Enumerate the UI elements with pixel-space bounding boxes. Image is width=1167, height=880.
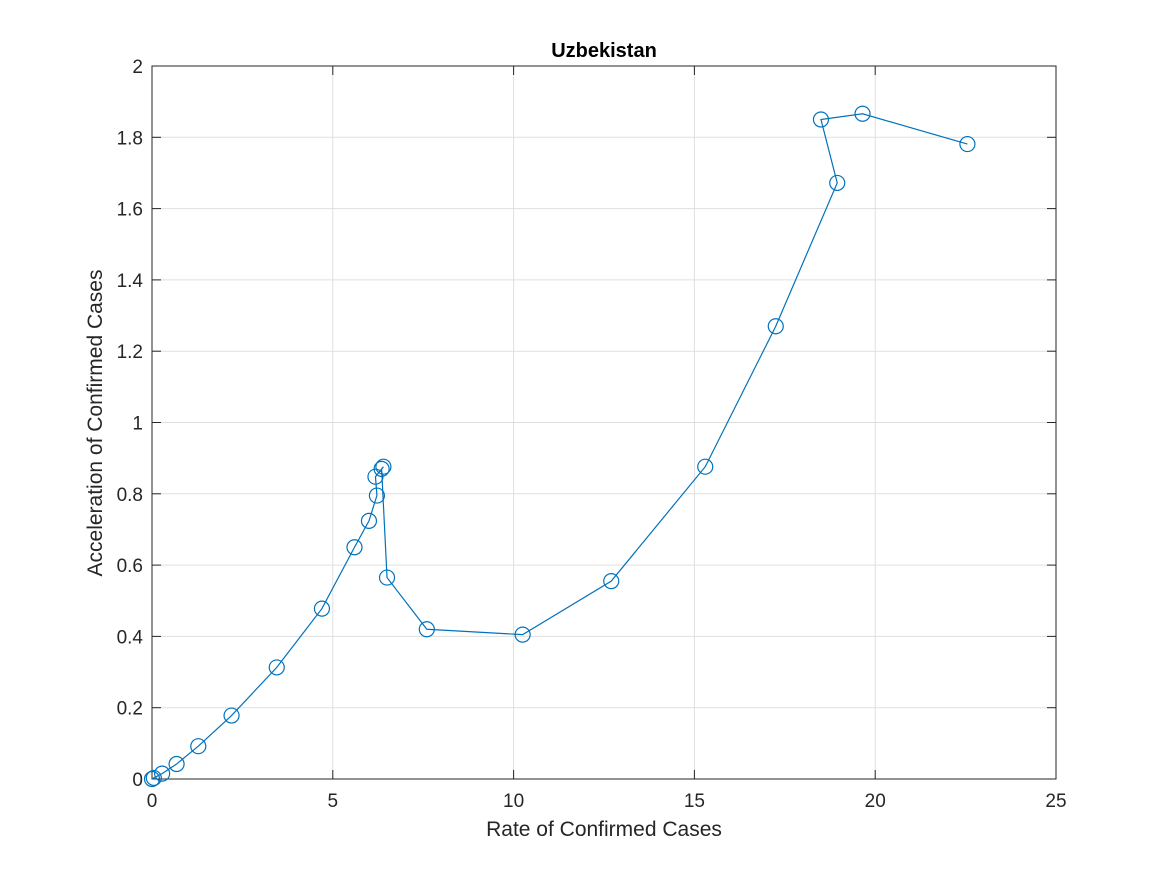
data-point	[223, 707, 240, 724]
y-tick-label: 0.4	[117, 627, 144, 648]
x-tick-label: 10	[503, 791, 524, 812]
y-tick-label: 0.2	[117, 699, 143, 720]
data-point	[375, 458, 392, 475]
chart-title: Uzbekistan	[551, 40, 657, 62]
data-point	[143, 770, 161, 788]
data-point	[190, 738, 207, 755]
grid	[151, 65, 1057, 780]
data-point	[514, 626, 531, 643]
data-point	[812, 111, 830, 128]
data-point	[829, 174, 846, 192]
data-point	[373, 460, 390, 477]
x-tick-label: 25	[1045, 791, 1066, 812]
y-tick-label: 0.6	[117, 556, 143, 577]
data-point	[360, 512, 378, 529]
series	[143, 105, 976, 788]
data-point	[959, 135, 976, 153]
data-point	[154, 765, 171, 782]
x-tick-label: 20	[865, 791, 886, 812]
axes	[151, 65, 1057, 780]
x-tick-label: 0	[147, 791, 158, 812]
data-point	[767, 318, 784, 335]
x-axis-label: Rate of Confirmed Cases	[486, 818, 722, 841]
data-point	[368, 487, 386, 504]
data-point	[313, 600, 331, 617]
y-tick-label: 2	[132, 57, 143, 78]
data-point	[168, 755, 185, 773]
data-point	[268, 659, 285, 676]
chart-text: Uzbekistan Rate of Confirmed Cases Accel…	[84, 40, 1067, 841]
data-point	[145, 769, 162, 787]
y-tick-label: 1.8	[117, 128, 143, 149]
y-tick-label: 1.6	[117, 200, 143, 221]
series-line	[151, 113, 968, 780]
y-axis-label: Acceleration of Confirmed Cases	[84, 270, 107, 577]
y-tick-label: 1.4	[117, 271, 144, 292]
y-tick-label: 1.2	[117, 342, 143, 363]
data-point	[854, 105, 871, 122]
y-tick-label: 0	[132, 770, 143, 791]
y-tick-label: 1	[132, 414, 143, 435]
x-tick-label: 5	[328, 791, 339, 812]
data-point	[418, 621, 435, 638]
data-point	[603, 573, 620, 590]
data-point	[346, 539, 363, 556]
y-tick-label: 0.8	[117, 485, 143, 506]
data-point	[697, 458, 714, 475]
x-tick-label: 15	[684, 791, 705, 812]
data-point	[378, 569, 396, 586]
